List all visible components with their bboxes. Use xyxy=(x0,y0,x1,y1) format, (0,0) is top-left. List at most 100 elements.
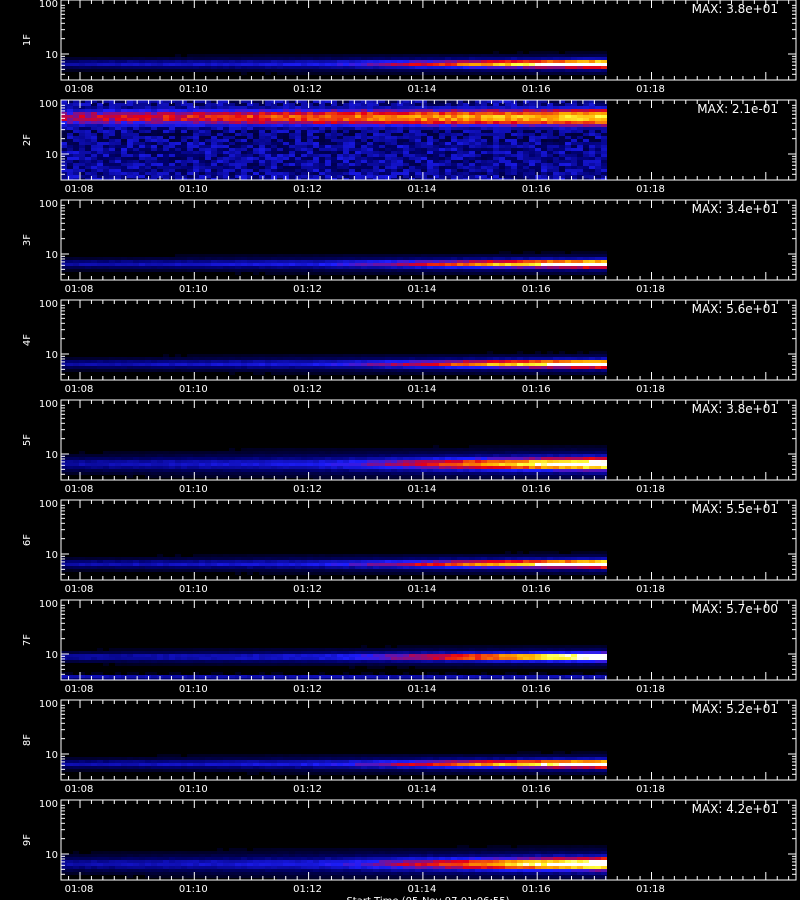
y-tick-label: 10 xyxy=(45,750,58,761)
x-tick-label: 01:16 xyxy=(522,184,551,195)
x-tick-label: 01:18 xyxy=(636,684,665,695)
panel-1f: 01:08 01:10 01:12 01:14 01:16 01:18 10 100 1F MAX… xyxy=(22,0,797,95)
x-tick-label: 01:16 xyxy=(522,284,551,295)
x-tick-label: 01:18 xyxy=(636,584,665,595)
x-tick-label: 01:18 xyxy=(636,484,665,495)
x-tick-label: 01:12 xyxy=(293,284,322,295)
panel-name: 6F xyxy=(22,534,33,546)
plot-frame xyxy=(60,399,797,481)
x-tick-label: 01:12 xyxy=(293,84,322,95)
x-tick-label: 01:08 xyxy=(65,184,94,195)
y-tick-label: 100 xyxy=(39,299,58,310)
y-tick-label: 10 xyxy=(45,450,58,461)
x-tick-label: 01:14 xyxy=(407,684,436,695)
x-tick-label: 01:08 xyxy=(65,584,94,595)
x-tick-label: 01:12 xyxy=(293,884,322,895)
x-tick-label: 01:14 xyxy=(407,784,436,795)
y-tick-label: 100 xyxy=(39,799,58,810)
x-tick-label: 01:16 xyxy=(522,584,551,595)
x-tick-label: 01:16 xyxy=(522,884,551,895)
heatmap xyxy=(61,645,607,680)
x-tick-label: 01:18 xyxy=(636,184,665,195)
panel-name: 2F xyxy=(22,134,33,146)
x-tick-label: 01:12 xyxy=(293,684,322,695)
x-tick-label: 01:10 xyxy=(179,584,208,595)
max-label: MAX: 5.2e+01 xyxy=(692,702,778,716)
y-tick-label: 100 xyxy=(39,0,58,10)
x-tick-label: 01:08 xyxy=(65,484,94,495)
x-tick-label: 01:12 xyxy=(293,584,322,595)
x-tick-label: 01:18 xyxy=(636,84,665,95)
y-tick-label: 100 xyxy=(39,399,58,410)
x-tick-label: 01:08 xyxy=(65,684,94,695)
plot-frame xyxy=(60,599,797,681)
plot-frame xyxy=(60,499,797,581)
panel-name: 9F xyxy=(22,834,33,846)
heatmap xyxy=(61,845,607,880)
y-tick-label: 100 xyxy=(39,99,58,110)
y-tick-label: 10 xyxy=(45,250,58,261)
x-tick-label: 01:14 xyxy=(407,584,436,595)
plot-frame xyxy=(60,799,797,881)
max-label: MAX: 3.4e+01 xyxy=(692,202,778,216)
x-tick-label: 01:12 xyxy=(293,784,322,795)
panel-3f: 01:08 01:10 01:12 01:14 01:16 01:18 10 100 3F MAX… xyxy=(22,199,797,295)
plot-frame xyxy=(60,199,797,281)
x-tick-label: 01:14 xyxy=(407,84,436,95)
panel-6f: 01:08 01:10 01:12 01:14 01:16 01:18 10 100 6F MAX… xyxy=(22,499,797,595)
x-tick-label: 01:16 xyxy=(522,384,551,395)
x-tick-label: 01:16 xyxy=(522,84,551,95)
x-tick-label: 01:10 xyxy=(179,884,208,895)
x-tick-label: 01:12 xyxy=(293,184,322,195)
max-label: MAX: 5.6e+01 xyxy=(692,302,778,316)
x-tick-label: 01:18 xyxy=(636,284,665,295)
y-tick-label: 10 xyxy=(45,550,58,561)
panel-9f: 01:08 01:10 01:12 01:14 01:16 01:18 10 100 9F MAX… xyxy=(22,799,797,895)
x-tick-label: 01:10 xyxy=(179,784,208,795)
y-tick-label: 10 xyxy=(45,650,58,661)
y-tick-label: 100 xyxy=(39,199,58,210)
y-tick-label: 100 xyxy=(39,699,58,710)
y-tick-label: 10 xyxy=(45,50,58,61)
panel-name: 7F xyxy=(22,634,33,646)
x-tick-label: 01:10 xyxy=(179,684,208,695)
plot-frame xyxy=(60,99,797,181)
x-tick-label: 01:10 xyxy=(179,384,208,395)
heatmap xyxy=(61,751,607,775)
plot-frame xyxy=(60,299,797,381)
max-label: MAX: 5.7e+00 xyxy=(692,602,778,616)
y-tick-label: 10 xyxy=(45,850,58,861)
x-tick-label: 01:16 xyxy=(522,684,551,695)
heatmap xyxy=(61,445,607,480)
y-tick-label: 100 xyxy=(39,499,58,510)
x-tick-label: 01:14 xyxy=(407,284,436,295)
heatmap xyxy=(61,251,607,275)
x-tick-label: 01:08 xyxy=(65,84,94,95)
plot-frame xyxy=(60,0,797,81)
x-tick-label: 01:08 xyxy=(65,384,94,395)
heatmap xyxy=(61,51,607,75)
y-tick-label: 10 xyxy=(45,150,58,161)
x-tick-label: 01:18 xyxy=(636,884,665,895)
y-tick-label: 100 xyxy=(39,599,58,610)
x-tick-label: 01:10 xyxy=(179,484,208,495)
heatmap xyxy=(61,351,607,375)
x-tick-label: 01:14 xyxy=(407,884,436,895)
panel-7f: 01:08 01:10 01:12 01:14 01:16 01:18 10 100 7F MAX… xyxy=(22,599,797,695)
panel-5f: 01:08 01:10 01:12 01:14 01:16 01:18 10 100 5F MAX… xyxy=(22,399,797,495)
x-tick-label: 01:10 xyxy=(179,84,208,95)
x-tick-label: 01:12 xyxy=(293,484,322,495)
heatmap xyxy=(61,100,607,180)
panel-4f: 01:08 01:10 01:12 01:14 01:16 01:18 10 100 4F MAX… xyxy=(22,299,797,395)
panel-2f: 01:08 01:10 01:12 01:14 01:16 01:18 10 100 2F MAX… xyxy=(22,99,797,195)
x-tick-label: 01:16 xyxy=(522,484,551,495)
x-axis-title: Start Time (05-Nov-97 01:06:55) xyxy=(346,896,509,900)
heatmap xyxy=(61,551,607,575)
max-label: MAX: 3.8e+01 xyxy=(692,2,778,16)
panel-8f: 01:08 01:10 01:12 01:14 01:16 01:18 10 100 8F MAX… xyxy=(22,699,797,795)
panel-name: 8F xyxy=(22,734,33,746)
panel-name: 1F xyxy=(22,34,33,46)
x-tick-label: 01:14 xyxy=(407,184,436,195)
max-label: MAX: 4.2e+01 xyxy=(692,802,778,816)
x-tick-label: 01:10 xyxy=(179,284,208,295)
